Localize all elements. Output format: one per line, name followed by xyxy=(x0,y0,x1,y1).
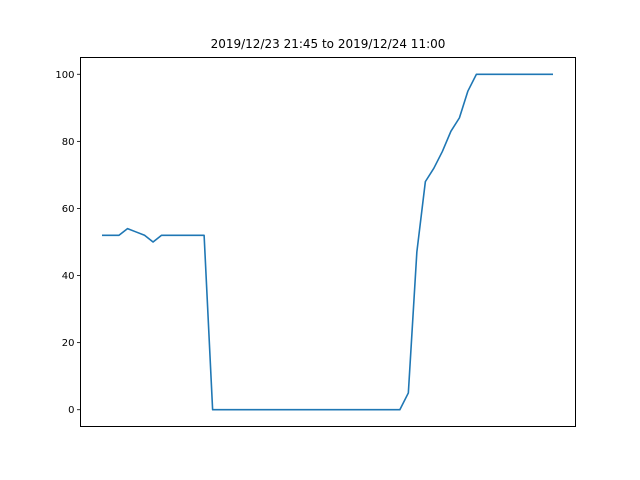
axes-frame xyxy=(80,57,576,427)
y-tick-label: 80 xyxy=(62,137,75,148)
plot-area xyxy=(102,73,553,411)
y-tick-label: 20 xyxy=(62,338,75,349)
y-tick-label: 0 xyxy=(68,405,74,416)
series-line xyxy=(102,73,553,411)
y-tick-label: 40 xyxy=(62,271,75,282)
chart-title: 2019/12/23 21:45 to 2019/12/24 11:00 xyxy=(211,37,446,51)
y-tick-label: 60 xyxy=(62,204,75,215)
y-axis: 0 20 40 60 80 100 xyxy=(55,70,81,416)
y-tick-label: 100 xyxy=(55,70,74,81)
